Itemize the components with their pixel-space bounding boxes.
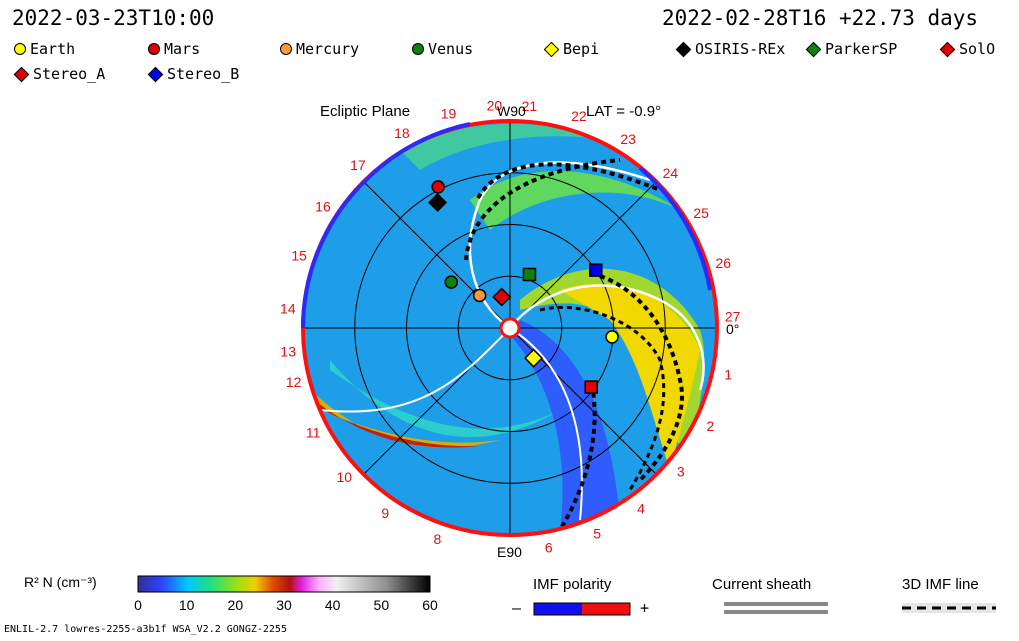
body-marker-mars [431,180,445,194]
current-sheath-title: Current sheath [712,576,812,593]
imf-bar-frame [533,602,631,616]
legend-item-earth: Earth [14,40,75,58]
sector-label: 6 [545,540,553,556]
colorbar [137,575,431,593]
polarity-rim-negative-2 [638,166,712,291]
model-info: ENLIL-2.7 lowres-2255-a3b1f WSA_V2.2 GON… [4,624,287,635]
run-info: 2022-02-28T16 +22.73 days [662,6,979,30]
sector-label: 5 [593,525,601,541]
legend-label: Stereo_B [167,65,240,83]
sector-label: 21 [522,98,538,114]
sector-label: 3 [677,463,685,479]
current-sheath-line-1 [724,602,828,606]
legend-label: Mars [164,40,201,58]
sector-label: 15 [291,247,307,263]
colorbar-tick-label: 50 [374,597,390,613]
legend-item-osiris-rex: OSIRIS-REx [675,40,786,58]
legend-item-stereo-b: Stereo_B [147,65,240,83]
legend-label: OSIRIS-REx [695,40,786,58]
body-marker-stereo-b [589,263,603,277]
sector-label: 19 [441,106,457,122]
sector-label: 18 [394,125,410,141]
body-marker-stereo-a [584,380,598,394]
right-label: 0° [726,321,739,337]
legend-item-bepi: Bepi [543,40,600,58]
legend-label: SolO [959,40,996,58]
legend-item-solo: SolO [939,40,996,58]
legend-label: Stereo_A [33,65,106,83]
current-time: 2022-03-23T10:00 [12,6,215,30]
sector-label: 25 [693,205,709,221]
chart-title: Ecliptic Plane [320,103,410,120]
legend-label: ParkerSP [825,40,898,58]
sector-label: 10 [336,469,352,485]
sector-label: 22 [571,108,587,124]
legend-label: Bepi [563,40,600,58]
legend-item-stereo-a: Stereo_A [13,65,106,83]
sector-label: 2 [707,418,715,434]
colorbar-ticks: 0 10 20 30 40 50 60 [134,597,438,613]
sector-label: 26 [715,255,731,271]
sector-label: 9 [381,505,389,521]
legend-item-mars: Mars [148,40,200,58]
colorbar-tick-label: 30 [276,597,292,613]
legend-item-mercury: Mercury [280,40,359,58]
current-sheath-line-2 [724,610,828,614]
sector-label: 23 [620,131,636,147]
colorbar-tick-label: 0 [134,597,142,613]
colorbar-tick-label: 60 [422,597,438,613]
colorbar-tick-label: 20 [228,597,244,613]
body-marker-earth [605,330,619,344]
circle-icon [280,43,292,55]
sun-marker [499,317,521,339]
body-marker-venus [444,275,459,289]
bottom-label: E90 [497,544,522,560]
sector-label: 17 [350,157,366,173]
imf-minus-label: – [512,599,522,617]
legend-label: Venus [428,40,474,58]
body-marker-parkersp [522,267,537,282]
sector-label: 27 [725,308,741,324]
sector-label: 1 [724,366,732,382]
sector-label: 12 [286,374,302,390]
sector-label: 24 [663,165,679,181]
sector-label: 11 [306,425,321,441]
circle-icon [148,43,160,55]
polarity-rim-negative-3 [301,176,370,329]
sector-label: 20 [487,98,503,114]
colorbar-title: R² N (cm⁻³) [24,574,97,590]
legend-label: Mercury [296,40,360,58]
imf-negative-swatch [534,603,582,615]
sector-label: 14 [280,301,296,317]
lat-label: LAT = -0.9° [586,103,661,120]
imf-plus-label: + [640,599,650,617]
legend-item-parkersp: ParkerSP [805,40,898,58]
bodies [428,180,619,394]
sector-label: 16 [315,199,331,215]
top-label: W90 [497,103,526,119]
body-marker-solo [492,287,512,307]
imf3d-title: 3D IMF line [902,576,979,593]
imf-positive-swatch [582,603,630,615]
body-marker-mercury [472,288,487,303]
sector-label: 4 [637,500,645,516]
legend-label: Earth [30,40,76,58]
sector-label: 13 [280,343,296,359]
circle-icon [412,43,424,55]
sector-label: 8 [433,531,441,547]
imf-polarity-title: IMF polarity [533,576,612,593]
polarity-rim-negative-1 [366,122,471,180]
body-marker-osiris-rex [428,192,448,213]
colorbar-tick-label: 40 [325,597,341,613]
legend-item-venus: Venus [412,40,473,58]
colorbar-tick-label: 10 [179,597,195,613]
body-marker-bepi [524,348,544,368]
circle-icon [14,43,26,55]
